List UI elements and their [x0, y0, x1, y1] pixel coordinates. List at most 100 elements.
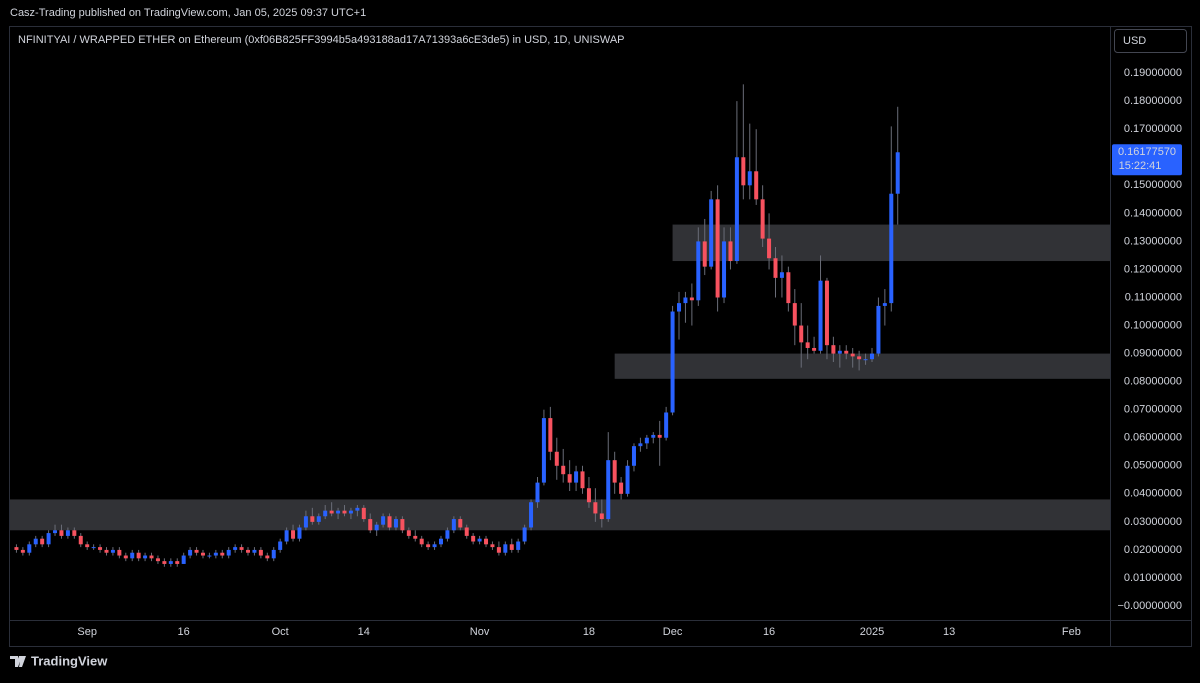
x-tick-label: 16 — [178, 626, 190, 638]
candle-body — [818, 280, 823, 351]
candle-body — [664, 412, 669, 438]
candle-body — [98, 547, 103, 550]
y-tick-label: 0.12000000 — [1124, 263, 1182, 275]
y-tick-label: 0.11000000 — [1125, 291, 1182, 303]
candle-body — [258, 549, 263, 556]
candle-body — [850, 353, 855, 357]
candle-body — [207, 555, 212, 557]
candle-body — [265, 555, 270, 559]
candle-body — [91, 547, 96, 549]
candle-body — [40, 538, 45, 545]
candle-body — [548, 418, 553, 452]
x-tick-label: Sep — [77, 626, 97, 638]
candle-body — [72, 530, 77, 536]
candle-body — [278, 541, 283, 550]
candle-body — [593, 502, 598, 514]
candle-body — [458, 519, 463, 528]
brand-icon — [10, 656, 26, 667]
candle-body — [65, 530, 70, 536]
last-price-box — [1112, 144, 1182, 176]
candle-body — [586, 488, 591, 503]
candle-body — [651, 434, 656, 438]
zone — [614, 353, 1110, 379]
y-tick-label: 0.15000000 — [1124, 179, 1182, 191]
candle-body — [355, 507, 360, 511]
candle-body — [27, 544, 32, 553]
y-tick-label: 0.19000000 — [1124, 67, 1182, 79]
candle-body — [702, 241, 707, 267]
candle-body — [516, 541, 521, 550]
candle-body — [869, 353, 874, 360]
candle-body — [471, 535, 476, 542]
candle-body — [374, 524, 379, 531]
candle-body — [644, 437, 649, 444]
candle-body — [368, 519, 373, 531]
candle-body — [580, 471, 585, 489]
x-tick-label: 2025 — [860, 626, 884, 638]
candle-body — [837, 350, 842, 354]
y-tick-label: 0.05000000 — [1124, 460, 1182, 472]
candle-body — [786, 272, 791, 304]
candle-body — [310, 516, 315, 522]
candle-body — [696, 241, 701, 301]
y-tick-label: 0.17000000 — [1124, 123, 1182, 135]
candle-body — [831, 345, 836, 354]
y-tick-label: 0.13000000 — [1124, 235, 1182, 247]
candle-body — [779, 272, 784, 278]
y-tick-label: 0.03000000 — [1124, 516, 1182, 528]
candle-body — [503, 544, 508, 553]
candle-body — [767, 238, 772, 259]
y-tick-label: 0.10000000 — [1124, 319, 1182, 331]
candle-body — [728, 241, 733, 262]
candle-body — [451, 519, 456, 531]
brand-logo: TradingView — [10, 653, 108, 668]
candle-body — [619, 482, 624, 494]
candle-body — [393, 519, 398, 528]
candle-body — [329, 510, 334, 514]
candle-body — [844, 350, 849, 354]
candle-body — [631, 446, 636, 466]
last-price-label: 0.16177570 — [1118, 146, 1176, 158]
candle-body — [638, 443, 643, 447]
candle-body — [464, 527, 469, 536]
candle-body — [413, 535, 418, 539]
x-tick-label: Dec — [663, 626, 683, 638]
currency-box[interactable] — [1114, 29, 1187, 53]
candle-body — [284, 530, 289, 542]
candle-body — [863, 359, 868, 361]
candle-body — [78, 535, 83, 545]
candle-body — [33, 538, 38, 545]
candle-body — [496, 547, 501, 553]
symbol-title: NFINITYAI / WRAPPED ETHER on Ethereum (0… — [18, 34, 625, 46]
chart-pane — [9, 26, 1192, 647]
candle-body — [824, 280, 829, 346]
candle-body — [387, 516, 392, 528]
candle-body — [805, 342, 810, 348]
y-tick-label: 0.09000000 — [1124, 347, 1182, 359]
candle-body — [419, 538, 424, 545]
y-tick-label: 0.01000000 — [1124, 572, 1182, 584]
candle-body — [599, 513, 604, 520]
x-tick-label: Feb — [1062, 626, 1081, 638]
x-tick-label: 13 — [943, 626, 955, 638]
candle-body — [876, 305, 881, 354]
y-tick-label: 0.07000000 — [1124, 404, 1182, 416]
candle-body — [220, 552, 225, 556]
candle-body — [348, 510, 353, 514]
x-tick-label: Oct — [272, 626, 289, 638]
y-tick-label: 0.06000000 — [1124, 432, 1182, 444]
candle-body — [239, 547, 244, 550]
candle-body — [110, 549, 115, 553]
candle-body — [46, 533, 51, 545]
candle-body — [233, 547, 238, 550]
candle-body — [252, 549, 257, 553]
candle-body — [426, 544, 431, 548]
candle-body — [715, 199, 720, 298]
publisher-line: Casz-Trading published on TradingView.co… — [10, 7, 366, 19]
candle-body — [741, 157, 746, 186]
zone — [10, 499, 1110, 531]
candle-body — [754, 171, 759, 200]
candle-body — [567, 474, 572, 483]
